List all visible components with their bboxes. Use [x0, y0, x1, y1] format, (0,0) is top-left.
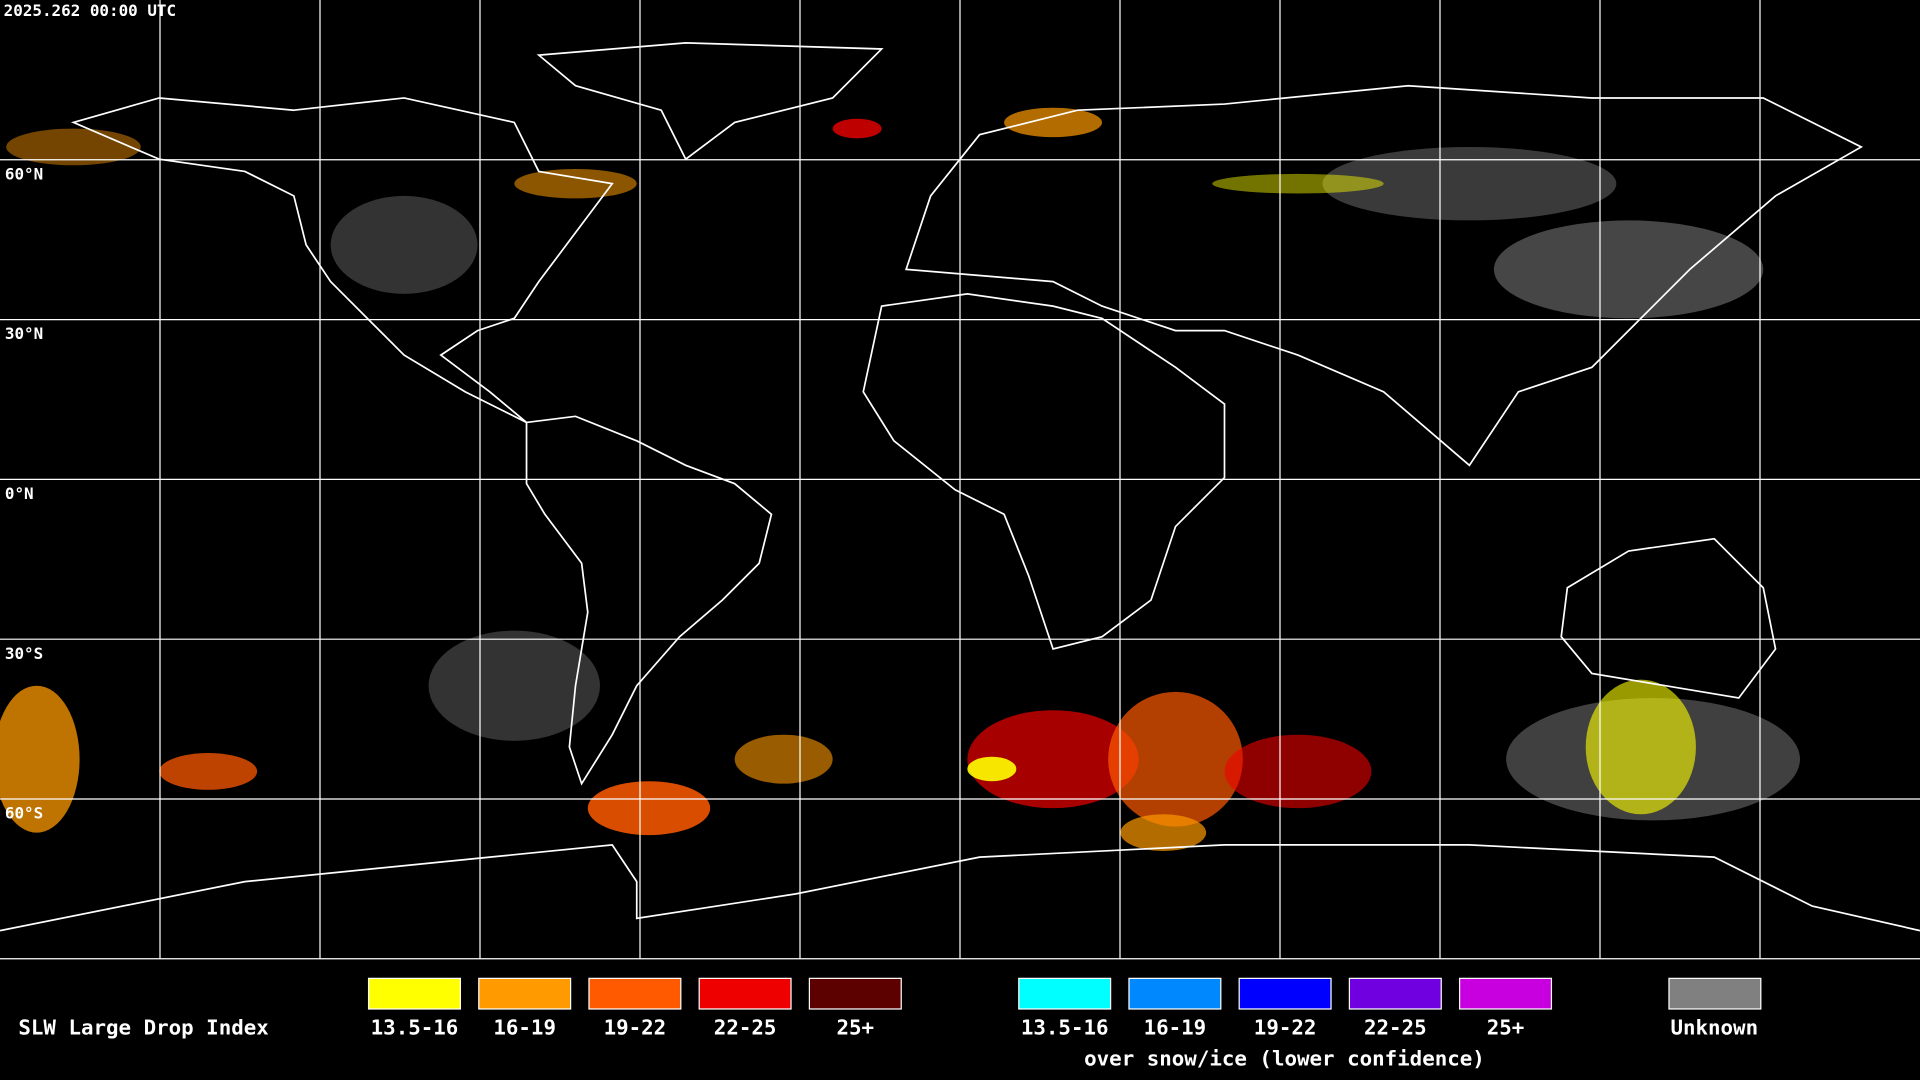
- drop-patch: [1108, 691, 1243, 827]
- legend-title: SLW Large Drop Index: [18, 1016, 268, 1040]
- drop-patch: [587, 781, 711, 836]
- latitude-label: 60°S: [5, 804, 43, 823]
- legend-swatch: [588, 977, 682, 1010]
- latitude-label: 0°N: [5, 484, 34, 503]
- legend-swatch: [1668, 977, 1762, 1010]
- cloud-field: [0, 107, 1800, 852]
- legend-label: 25+: [1487, 1016, 1525, 1040]
- drop-patch: [159, 753, 258, 790]
- legend-label: 22-25: [714, 1016, 777, 1040]
- legend-label: 13.5-16: [371, 1016, 459, 1040]
- legend-label: 13.5-16: [1021, 1016, 1109, 1040]
- drop-patch: [734, 734, 833, 784]
- legend-label: 25+: [837, 1016, 875, 1040]
- legend-label: 16-19: [1144, 1016, 1207, 1040]
- drop-patch: [1004, 107, 1103, 138]
- graticule: [0, 0, 1920, 960]
- coastline: [904, 84, 1864, 467]
- drop-patch: [1212, 173, 1384, 194]
- latitude-label: 60°N: [5, 164, 43, 183]
- coastline: [862, 293, 1226, 651]
- legend-swatch: [698, 977, 792, 1010]
- legend-swatch: [808, 977, 902, 1010]
- coastlines: [0, 41, 1920, 932]
- legend-label: 22-25: [1364, 1016, 1427, 1040]
- coastline: [1560, 537, 1777, 699]
- coastline: [0, 843, 1920, 932]
- latitude-label: 30°S: [5, 644, 43, 663]
- drop-patch: [0, 685, 80, 833]
- drop-patch: [1585, 679, 1696, 815]
- drop-patch: [514, 168, 637, 199]
- legend-label: Unknown: [1670, 1016, 1758, 1040]
- latitude-label: 30°N: [5, 324, 43, 343]
- coastline: [536, 41, 884, 161]
- legend-label: 16-19: [493, 1016, 556, 1040]
- legend-swatch: [367, 977, 462, 1010]
- legend-caption: over snow/ice (lower confidence): [1084, 1046, 1485, 1070]
- unknown-patch: [1322, 146, 1617, 221]
- drop-patch: [1120, 814, 1207, 852]
- legend-label: 19-22: [604, 1016, 667, 1040]
- drop-patch: [1224, 734, 1372, 809]
- legend-swatch: [1018, 977, 1112, 1010]
- drop-patch: [832, 118, 882, 139]
- timestamp: 2025.262 00:00 UTC: [4, 1, 176, 20]
- drop-patch: [967, 756, 1017, 782]
- legend-swatch: [1238, 977, 1332, 1010]
- legend-swatch: [1458, 977, 1553, 1010]
- unknown-patch: [330, 195, 478, 294]
- legend-swatch: [478, 977, 572, 1010]
- unknown-patch: [1493, 220, 1764, 319]
- legend-label: 19-22: [1254, 1016, 1317, 1040]
- legend-swatch: [1128, 977, 1222, 1010]
- unknown-patch: [428, 630, 600, 741]
- drop-patch: [967, 710, 1139, 809]
- coastline: [525, 415, 773, 786]
- legend-swatch: [1348, 977, 1442, 1010]
